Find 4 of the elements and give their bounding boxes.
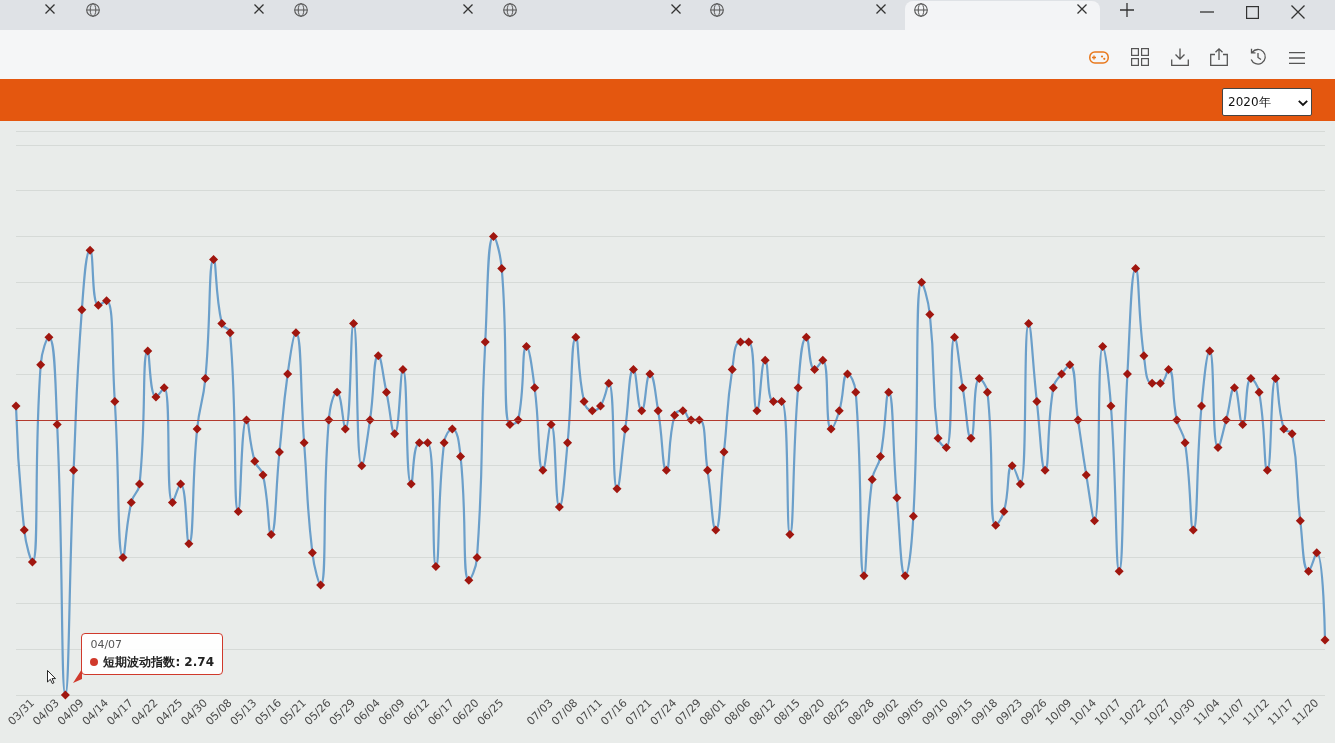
annotation: 04/07 [90,638,124,652]
year-select: 2020年 [1222,88,1312,116]
tooltip: 04/07 短期波动指数: 2.74 [81,633,223,675]
annotation: 短期波动指数: 2.74 [103,654,214,670]
